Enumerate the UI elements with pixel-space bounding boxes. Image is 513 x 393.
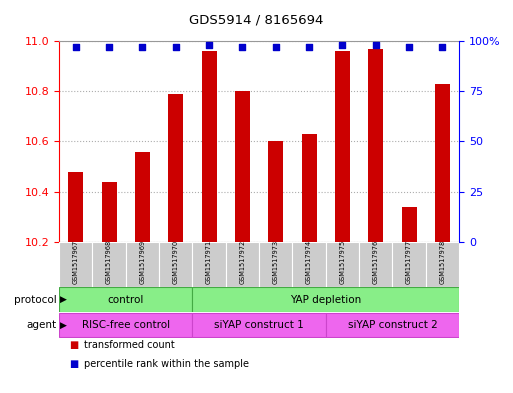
Bar: [192, 287, 459, 312]
Bar: [268, 141, 283, 242]
Text: GSM1517967: GSM1517967: [73, 240, 78, 284]
Text: GSM1517971: GSM1517971: [206, 240, 212, 284]
Text: GSM1517975: GSM1517975: [340, 240, 345, 284]
Point: [138, 44, 146, 50]
Bar: [392, 242, 426, 287]
Bar: [59, 242, 92, 287]
Bar: [402, 207, 417, 242]
Bar: [426, 242, 459, 287]
Bar: [259, 242, 292, 287]
Point: [305, 44, 313, 50]
Text: GSM1517969: GSM1517969: [140, 240, 145, 284]
Text: transformed count: transformed count: [84, 340, 174, 350]
Bar: [292, 242, 326, 287]
Bar: [102, 182, 116, 242]
Point: [438, 44, 446, 50]
Text: GSM1517978: GSM1517978: [440, 240, 445, 284]
Bar: [326, 313, 459, 338]
Point: [71, 44, 80, 50]
Text: siYAP construct 1: siYAP construct 1: [214, 320, 304, 330]
Text: agent: agent: [26, 320, 56, 330]
Text: ▶: ▶: [60, 321, 67, 330]
Text: RISC-free control: RISC-free control: [82, 320, 170, 330]
Bar: [159, 242, 192, 287]
Text: GDS5914 / 8165694: GDS5914 / 8165694: [189, 14, 324, 27]
Point: [205, 42, 213, 48]
Text: ■: ■: [69, 340, 78, 350]
Text: ■: ■: [69, 359, 78, 369]
Point: [271, 44, 280, 50]
Bar: [235, 91, 250, 242]
Text: siYAP construct 2: siYAP construct 2: [348, 320, 437, 330]
Text: ▶: ▶: [60, 295, 67, 304]
Text: YAP depletion: YAP depletion: [290, 295, 361, 305]
Text: GSM1517972: GSM1517972: [240, 240, 245, 284]
Bar: [302, 134, 317, 242]
Bar: [135, 151, 150, 242]
Text: control: control: [108, 295, 144, 305]
Bar: [202, 51, 216, 242]
Bar: [192, 242, 226, 287]
Point: [371, 42, 380, 48]
Bar: [59, 287, 192, 312]
Bar: [326, 242, 359, 287]
Point: [238, 44, 246, 50]
Bar: [435, 84, 450, 242]
Bar: [168, 94, 183, 242]
Text: GSM1517970: GSM1517970: [173, 240, 179, 284]
Text: GSM1517977: GSM1517977: [406, 240, 412, 284]
Bar: [368, 49, 383, 242]
Bar: [226, 242, 259, 287]
Text: GSM1517974: GSM1517974: [306, 240, 312, 284]
Bar: [335, 51, 350, 242]
Point: [405, 44, 413, 50]
Text: GSM1517968: GSM1517968: [106, 240, 112, 284]
Text: protocol: protocol: [14, 295, 56, 305]
Bar: [359, 242, 392, 287]
Point: [171, 44, 180, 50]
Text: percentile rank within the sample: percentile rank within the sample: [84, 359, 249, 369]
Point: [338, 42, 346, 48]
Bar: [59, 313, 192, 338]
Bar: [192, 313, 326, 338]
Text: GSM1517973: GSM1517973: [273, 240, 279, 284]
Bar: [126, 242, 159, 287]
Point: [105, 44, 113, 50]
Text: GSM1517976: GSM1517976: [373, 240, 379, 284]
Bar: [68, 171, 83, 242]
Bar: [92, 242, 126, 287]
